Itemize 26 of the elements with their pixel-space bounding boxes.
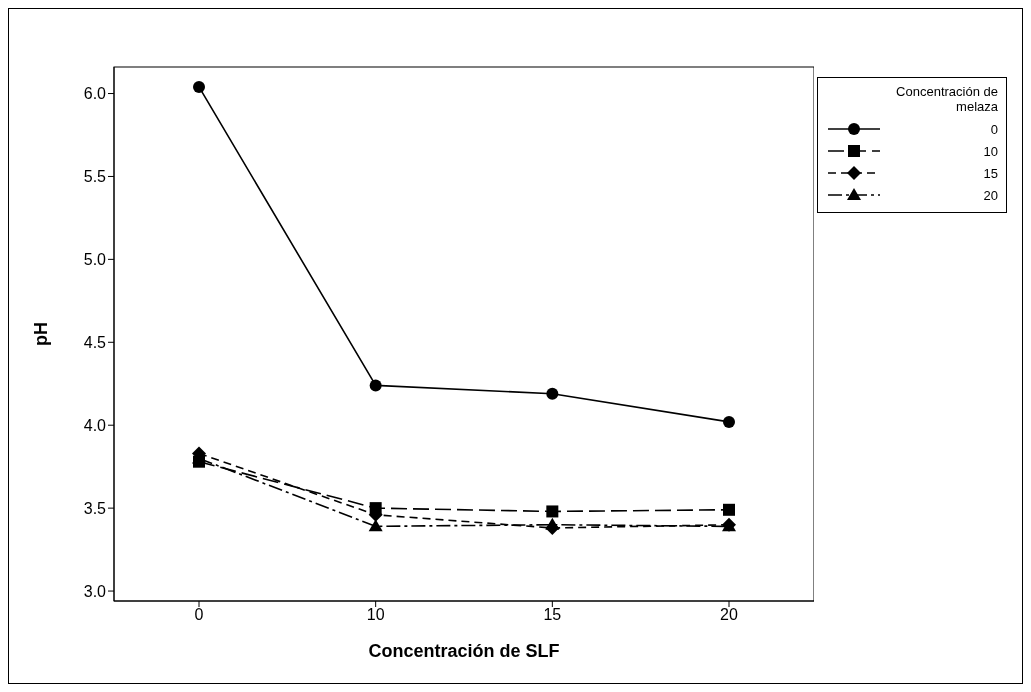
point	[368, 519, 383, 532]
y-tick-label: 4.5	[83, 333, 107, 351]
point	[193, 80, 205, 93]
point	[546, 387, 559, 400]
y-tick-label: 5.5	[83, 168, 107, 186]
point	[723, 503, 735, 516]
x-axis-title: Concentración de SLF	[368, 641, 560, 661]
y-tick-label: 6.0	[83, 85, 107, 103]
text: 20	[983, 187, 998, 203]
y-axis-title: pH	[31, 322, 52, 346]
point	[546, 505, 559, 518]
y-tick-label: 5.0	[83, 251, 107, 269]
text: 15	[983, 165, 998, 181]
y-tick-label: 3.0	[83, 582, 107, 600]
y-tick-label: 3.5	[83, 499, 107, 517]
x-tick-label: 0	[194, 606, 204, 624]
x-tick-label: 10	[366, 606, 385, 624]
text: 0	[990, 121, 998, 137]
point	[545, 517, 560, 530]
point	[723, 415, 735, 428]
point	[369, 379, 382, 392]
text: 10	[983, 143, 998, 159]
x-tick-label: 15	[543, 606, 562, 624]
legend-title: Concentración de melaza	[896, 84, 998, 114]
x-tick-label: 20	[720, 606, 738, 624]
y-tick-label: 4.0	[83, 416, 107, 434]
